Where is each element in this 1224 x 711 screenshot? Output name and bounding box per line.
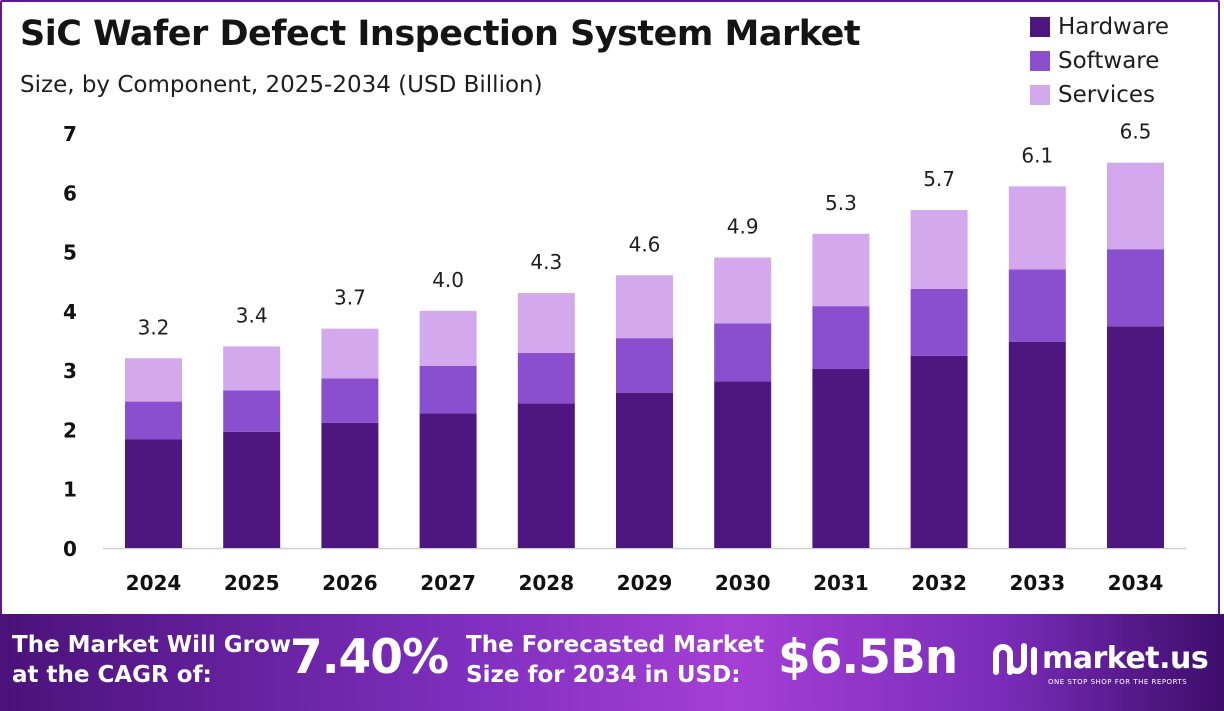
legend-label-software: Software	[1058, 48, 1160, 74]
chart-subtitle: Size, by Component, 2025-2034 (USD Billi…	[20, 72, 543, 98]
bar-services-2031	[812, 233, 870, 307]
x-tick-label-2027: 2027	[420, 571, 476, 595]
x-tick-label-2028: 2028	[518, 571, 574, 595]
legend-swatch-services	[1030, 85, 1050, 105]
total-label-2027: 4.0	[432, 268, 464, 292]
legend-label-hardware: Hardware	[1058, 14, 1170, 40]
bar-software-2032	[910, 288, 968, 356]
forecast-label-line1: The Forecasted Market	[466, 632, 765, 658]
x-tick-label-2025: 2025	[224, 571, 280, 595]
bar-software-2034	[1107, 249, 1164, 327]
y-tick-label-4: 4	[63, 300, 77, 324]
y-tick-label-2: 2	[63, 418, 77, 442]
x-tick-label-2024: 2024	[126, 571, 182, 595]
total-label-2031: 5.3	[825, 191, 857, 215]
legend-swatch-software	[1030, 51, 1050, 71]
brand-tagline: ONE STOP SHOP FOR THE REPORTS	[1048, 678, 1188, 686]
bar-hardware-2032	[910, 355, 968, 548]
summary-banner: The Market Will Grow at the CAGR of: 7.4…	[0, 614, 1224, 711]
brand-logo: market.us ONE STOP SHOP FOR THE REPORTS	[990, 638, 1209, 686]
total-label-2025: 3.4	[236, 303, 268, 327]
bar-hardware-2030	[714, 381, 772, 548]
bar-services-2024	[125, 358, 182, 402]
bar-services-2026	[321, 328, 379, 379]
bar-hardware-2031	[812, 368, 870, 548]
legend-item-services: Services	[1030, 78, 1169, 112]
bar-services-2027	[419, 310, 477, 366]
y-tick-label-5: 5	[63, 241, 77, 265]
bar-software-2026	[321, 378, 379, 423]
total-label-2024: 3.2	[138, 315, 170, 339]
bar-software-2027	[419, 365, 477, 414]
y-tick-label-1: 1	[63, 478, 77, 502]
x-tick-label-2033: 2033	[1009, 571, 1065, 595]
x-tick-label-2032: 2032	[911, 571, 967, 595]
chart-title: SiC Wafer Defect Inspection System Marke…	[20, 14, 861, 54]
y-tick-label-7: 7	[63, 122, 77, 146]
cagr-label-line2: at the CAGR of:	[12, 662, 212, 688]
bar-software-2028	[517, 352, 575, 404]
chart-legend: Hardware Software Services	[1030, 10, 1169, 112]
x-tick-label-2026: 2026	[322, 571, 378, 595]
bar-services-2032	[910, 210, 968, 289]
total-label-2032: 5.7	[923, 167, 955, 191]
legend-item-hardware: Hardware	[1030, 10, 1169, 44]
total-label-2034: 6.5	[1120, 120, 1152, 144]
x-tick-label-2029: 2029	[617, 571, 673, 595]
brand-name: market.us	[1042, 640, 1209, 676]
bar-hardware-2025	[223, 431, 281, 548]
bar-services-2030	[714, 257, 772, 324]
y-tick-label-3: 3	[63, 359, 77, 383]
bar-software-2031	[812, 306, 870, 369]
bar-hardware-2029	[616, 392, 673, 548]
bar-hardware-2027	[419, 413, 477, 548]
bar-software-2029	[616, 338, 673, 393]
y-tick-label-6: 6	[63, 181, 77, 205]
forecast-value: $6.5Bn	[778, 630, 958, 685]
bar-hardware-2033	[1008, 341, 1066, 548]
x-tick-label-2030: 2030	[715, 571, 771, 595]
legend-label-services: Services	[1058, 82, 1155, 108]
total-label-2033: 6.1	[1021, 143, 1053, 167]
legend-item-software: Software	[1030, 44, 1169, 78]
bar-hardware-2034	[1107, 326, 1164, 548]
bar-services-2033	[1008, 186, 1066, 270]
cagr-value: 7.40%	[290, 630, 449, 685]
bar-software-2025	[223, 390, 281, 432]
bar-hardware-2028	[517, 403, 575, 548]
brand-mark-icon	[993, 643, 1037, 675]
legend-swatch-hardware	[1030, 17, 1050, 37]
x-tick-label-2031: 2031	[813, 571, 869, 595]
cagr-label-line1: The Market Will Grow	[12, 632, 291, 658]
bar-hardware-2026	[321, 422, 379, 548]
bar-services-2025	[223, 346, 281, 391]
y-tick-label-0: 0	[63, 537, 77, 561]
bar-services-2029	[616, 275, 673, 339]
total-label-2030: 4.9	[727, 215, 759, 239]
bar-software-2030	[714, 323, 772, 382]
total-label-2026: 3.7	[334, 286, 366, 310]
total-label-2028: 4.3	[530, 250, 562, 274]
forecast-label-line2: Size for 2034 in USD:	[466, 662, 741, 688]
bar-services-2034	[1107, 162, 1164, 250]
bar-software-2024	[125, 401, 182, 440]
bar-hardware-2024	[125, 439, 182, 548]
x-tick-label-2034: 2034	[1108, 571, 1164, 595]
total-label-2029: 4.6	[629, 232, 661, 256]
bar-services-2028	[517, 293, 575, 353]
stacked-bar-chart: 0 1 2 3 4 5 6 7 3.2 2024 3.4 2025 3.7 2026 4.0 2027 4.3 2…	[63, 120, 1186, 595]
bar-software-2033	[1008, 269, 1066, 342]
